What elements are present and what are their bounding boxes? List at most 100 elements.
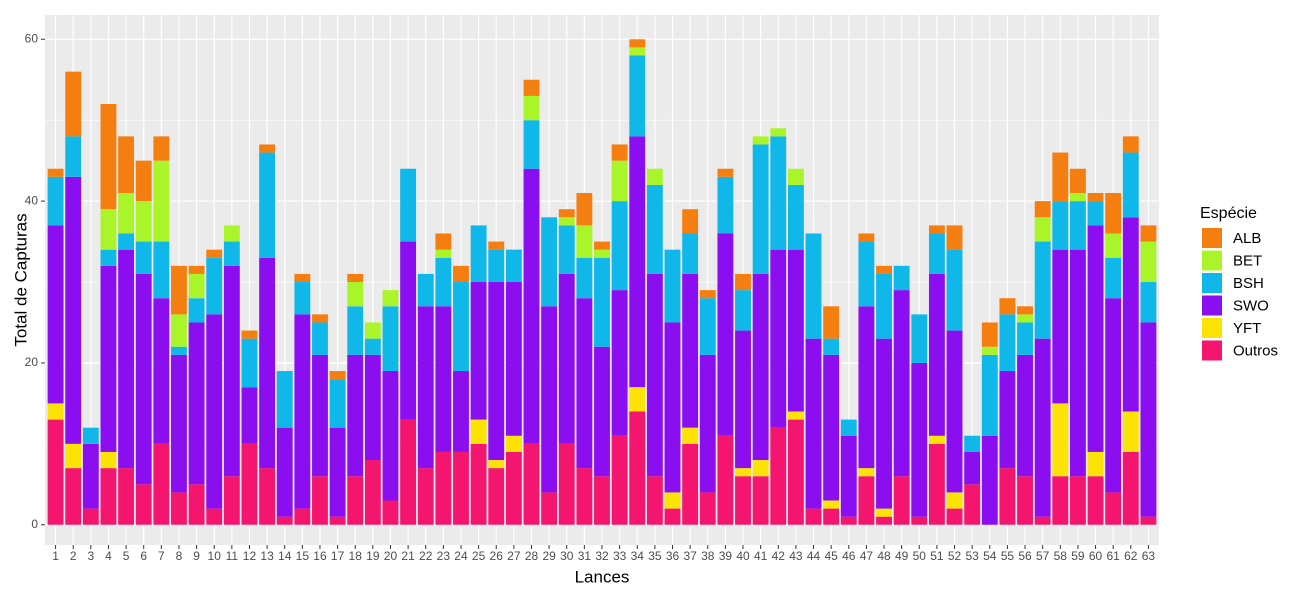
bar-segment xyxy=(1105,492,1122,525)
bar-segment xyxy=(206,257,223,315)
bar-segment xyxy=(118,233,135,250)
bar-segment xyxy=(400,419,417,525)
bar-segment xyxy=(1017,354,1033,477)
bar-segment xyxy=(488,241,505,250)
bar-segment xyxy=(611,160,628,202)
bar-segment xyxy=(946,330,963,493)
bar-segment xyxy=(523,95,540,121)
bar-segment xyxy=(594,257,610,347)
x-tick-label: 9 xyxy=(193,549,200,563)
bar-segment xyxy=(787,184,804,250)
bar-segment xyxy=(981,354,998,436)
x-tick-label: 5 xyxy=(123,549,130,563)
x-tick-label: 19 xyxy=(366,549,380,563)
bar-segment xyxy=(1034,201,1051,218)
bar-segment xyxy=(47,176,64,226)
y-tick-label: 20 xyxy=(25,355,39,369)
bar-segment xyxy=(259,257,276,469)
bar-segment xyxy=(541,306,558,493)
x-axis-label: Lances xyxy=(575,567,630,586)
bar-segment xyxy=(223,265,240,477)
bar-segment xyxy=(1140,225,1157,242)
bar-segment xyxy=(453,451,469,525)
bar-segment xyxy=(100,468,117,525)
bar-segment xyxy=(171,354,187,493)
bar-segment xyxy=(735,290,751,331)
bar-segment xyxy=(435,233,452,250)
bar-segment xyxy=(840,516,857,525)
bar-segment xyxy=(223,476,240,525)
bar-segment xyxy=(470,419,487,444)
x-tick-label: 50 xyxy=(913,549,927,563)
bar-segment xyxy=(505,249,522,283)
x-tick-label: 30 xyxy=(560,549,574,563)
x-tick-label: 15 xyxy=(296,549,310,563)
bar-segment xyxy=(65,136,82,177)
x-tick-label: 34 xyxy=(631,549,645,563)
bar-segment xyxy=(823,338,840,355)
bar-segment xyxy=(682,273,699,428)
x-tick-label: 23 xyxy=(437,549,451,563)
bar-segment xyxy=(1122,217,1139,412)
bar-segment xyxy=(100,451,117,469)
bar-segment xyxy=(664,249,681,323)
bar-segment xyxy=(223,225,240,242)
bar-segment xyxy=(259,468,276,525)
bar-segment xyxy=(100,265,117,452)
bar-segment xyxy=(1017,306,1033,315)
bar-segment xyxy=(135,160,152,202)
bar-segment xyxy=(382,306,399,372)
x-tick-label: 20 xyxy=(384,549,398,563)
bar-segment xyxy=(928,443,945,525)
bar-segment xyxy=(1052,403,1069,477)
bar-segment xyxy=(364,354,381,461)
bar-segment xyxy=(999,371,1016,469)
bar-segment xyxy=(312,314,328,323)
bar-segment xyxy=(699,290,716,299)
bar-segment xyxy=(259,152,276,258)
bar-segment xyxy=(876,273,892,339)
y-axis-label: Total de Capturas xyxy=(11,213,30,346)
bar-segment xyxy=(1052,476,1069,525)
bar-segment xyxy=(47,419,64,525)
bar-segment xyxy=(65,443,82,469)
x-tick-label: 4 xyxy=(105,549,112,563)
bar-segment xyxy=(1105,298,1122,493)
bar-segment xyxy=(893,476,910,525)
bar-segment xyxy=(858,306,875,469)
x-tick-label: 36 xyxy=(666,549,680,563)
bar-segment xyxy=(646,168,663,185)
x-tick-label: 7 xyxy=(158,549,165,563)
bar-segment xyxy=(505,451,522,525)
bar-segment xyxy=(47,168,64,177)
bar-segment xyxy=(840,435,857,517)
bar-segment xyxy=(805,233,822,339)
bar-segment xyxy=(594,346,610,477)
bar-segment xyxy=(682,233,699,274)
bar-segment xyxy=(171,492,187,525)
x-tick-label: 8 xyxy=(176,549,183,563)
bar-segment xyxy=(65,71,82,137)
bar-segment xyxy=(981,346,998,355)
bar-segment xyxy=(558,273,575,444)
bar-segment xyxy=(488,460,505,469)
bar-segment xyxy=(893,290,910,477)
x-tick-label: 37 xyxy=(683,549,697,563)
legend-label: BSH xyxy=(1233,275,1264,292)
bar-segment xyxy=(770,249,787,428)
bar-segment xyxy=(664,508,681,525)
bar-segment xyxy=(576,468,593,525)
legend-key xyxy=(1202,295,1222,316)
x-tick-label: 26 xyxy=(490,549,504,563)
bar-segment xyxy=(1105,257,1122,299)
bar-segment xyxy=(65,176,82,444)
bar-segment xyxy=(241,387,258,444)
legend-key xyxy=(1202,250,1222,271)
bar-segment xyxy=(523,443,540,525)
bar-segment xyxy=(840,419,857,436)
y-tick-label: 60 xyxy=(25,31,39,45)
x-tick-label: 2 xyxy=(70,549,77,563)
x-tick-label: 18 xyxy=(349,549,363,563)
bar-segment xyxy=(1069,249,1086,477)
bar-segment xyxy=(964,435,981,452)
